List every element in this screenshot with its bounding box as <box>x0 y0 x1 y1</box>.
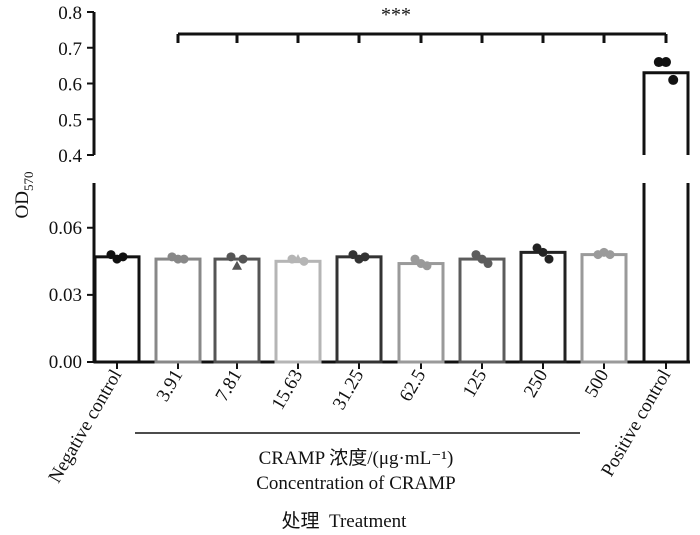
data-point <box>179 254 189 264</box>
bar <box>580 253 628 364</box>
category-label: 15.63 <box>268 366 308 414</box>
category-label: Negative control <box>45 366 127 487</box>
category-label: 31.25 <box>329 366 369 414</box>
y-tick-label: 0.8 <box>58 3 82 24</box>
bar-lower-segment <box>642 183 690 364</box>
data-points <box>106 57 679 271</box>
x-axis-label: 处理 Treatment <box>282 510 408 532</box>
y-tick-label: 0.06 <box>49 218 82 239</box>
y-axis-label: OD570 <box>12 172 36 219</box>
bar-upper-segment <box>642 71 690 155</box>
category-label: 125 <box>459 366 491 401</box>
category-label: 62.5 <box>396 366 431 405</box>
bars <box>93 71 690 364</box>
bar <box>458 257 506 364</box>
y-axis-label-subscript: 570 <box>21 172 36 192</box>
data-point <box>226 252 236 262</box>
bar <box>519 250 567 364</box>
data-point <box>538 247 548 257</box>
bar <box>93 255 141 364</box>
category-label: 250 <box>520 366 552 401</box>
bar <box>335 255 383 364</box>
significance-label: *** <box>381 4 411 26</box>
data-point <box>299 256 309 266</box>
y-axis-label-text: OD <box>12 191 33 218</box>
y-tick-label: 0.03 <box>49 285 82 306</box>
y-tick-label: 0.7 <box>58 39 82 60</box>
data-point <box>668 74 679 85</box>
data-point <box>232 260 242 270</box>
data-point <box>653 57 664 68</box>
y-tick-label: 0.6 <box>58 75 82 96</box>
data-point <box>360 252 370 262</box>
data-point <box>422 261 432 271</box>
data-point <box>238 254 248 264</box>
data-point <box>483 259 493 269</box>
category-label: 500 <box>581 366 613 401</box>
category-label: 7.81 <box>212 366 247 405</box>
bar <box>274 259 322 364</box>
bar <box>397 262 445 364</box>
group-label-en: Concentration of CRAMP <box>256 473 456 494</box>
significance-bracket: *** <box>176 4 668 43</box>
data-point <box>118 252 128 262</box>
group-label-cn: CRAMP 浓度/(μg·mL⁻¹) <box>259 447 454 469</box>
svg-text:OD570: OD570 <box>12 172 36 219</box>
category-label: 3.91 <box>153 366 188 405</box>
y-tick-label: 0.5 <box>58 110 82 131</box>
bar <box>154 257 202 364</box>
y-tick-label: 0.4 <box>58 146 82 167</box>
y-tick-label: 0.00 <box>49 352 82 373</box>
data-point <box>605 250 615 260</box>
bar <box>213 257 261 364</box>
data-point <box>661 57 671 68</box>
data-point <box>544 254 554 264</box>
